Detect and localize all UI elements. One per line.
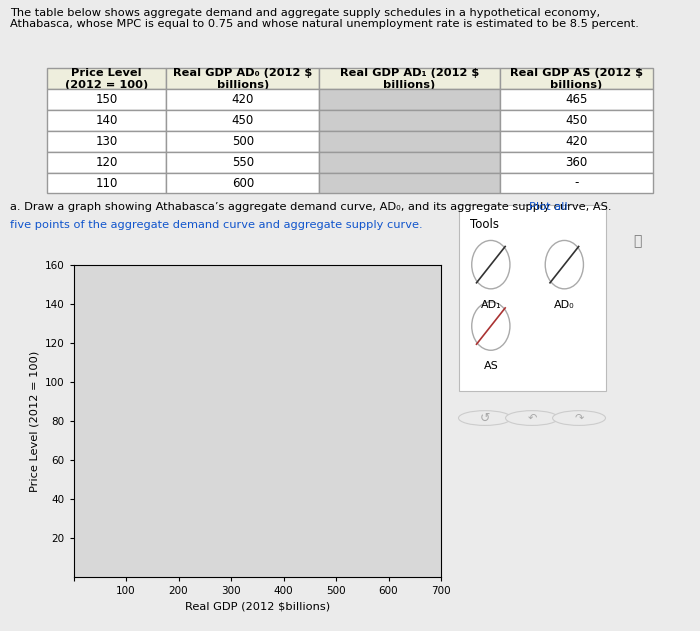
Circle shape bbox=[505, 411, 559, 425]
Text: ↷: ↷ bbox=[575, 413, 584, 423]
FancyBboxPatch shape bbox=[458, 205, 606, 391]
Text: Tools: Tools bbox=[470, 218, 499, 231]
Text: five points of the aggregate demand curve and aggregate supply curve.: five points of the aggregate demand curv… bbox=[10, 220, 422, 230]
Text: ⓘ: ⓘ bbox=[633, 234, 641, 248]
Text: AD₁: AD₁ bbox=[480, 300, 501, 310]
Text: a. Draw a graph showing Athabasca’s aggregate demand curve, AD₀, and its aggrega: a. Draw a graph showing Athabasca’s aggr… bbox=[10, 202, 615, 212]
Text: ↺: ↺ bbox=[480, 411, 490, 425]
Text: AS: AS bbox=[484, 362, 498, 372]
Text: AD₀: AD₀ bbox=[554, 300, 575, 310]
Text: ↶: ↶ bbox=[527, 413, 537, 423]
Circle shape bbox=[552, 411, 606, 425]
Y-axis label: Price Level (2012 = 100): Price Level (2012 = 100) bbox=[29, 351, 39, 492]
X-axis label: Real GDP (2012 $billions): Real GDP (2012 $billions) bbox=[185, 602, 330, 612]
Circle shape bbox=[472, 240, 510, 289]
Circle shape bbox=[458, 411, 512, 425]
Text: Plot all: Plot all bbox=[529, 202, 568, 212]
Circle shape bbox=[472, 302, 510, 350]
Circle shape bbox=[545, 240, 584, 289]
Text: The table below shows aggregate demand and aggregate supply schedules in a hypot: The table below shows aggregate demand a… bbox=[10, 8, 638, 29]
